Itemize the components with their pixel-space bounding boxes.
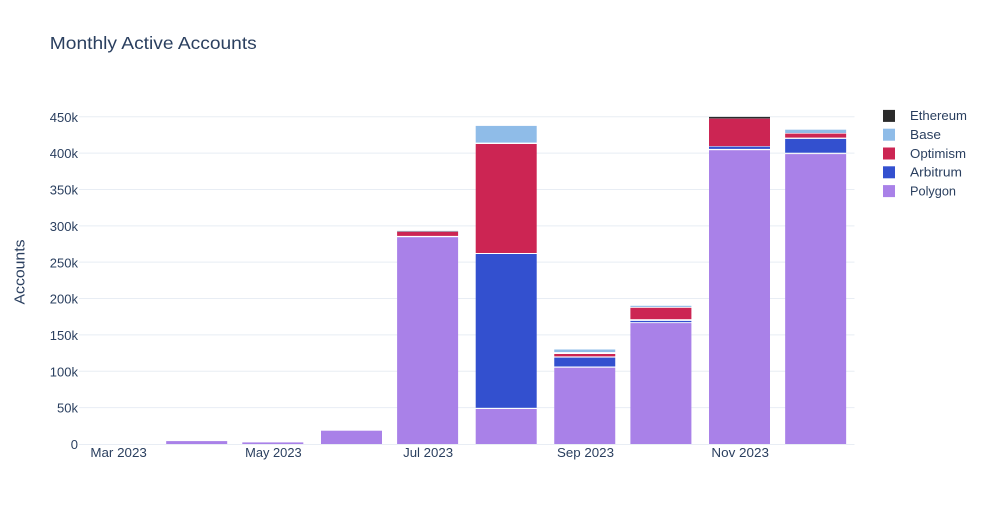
svg-text:400k: 400k [50, 146, 79, 161]
svg-text:450k: 450k [50, 110, 79, 125]
svg-text:Arbitrum: Arbitrum [910, 165, 962, 180]
svg-text:Ethereum: Ethereum [910, 108, 967, 123]
svg-text:150k: 150k [50, 328, 79, 343]
svg-text:50k: 50k [57, 401, 78, 416]
svg-text:May 2023: May 2023 [245, 445, 302, 460]
svg-text:Base: Base [910, 127, 941, 142]
svg-text:Monthly Active Accounts: Monthly Active Accounts [50, 33, 257, 53]
svg-text:Polygon: Polygon [910, 183, 956, 198]
svg-text:Accounts: Accounts [12, 240, 28, 305]
svg-text:Mar 2023: Mar 2023 [90, 445, 147, 460]
svg-text:Nov 2023: Nov 2023 [711, 445, 769, 460]
svg-text:Sep 2023: Sep 2023 [557, 445, 614, 460]
svg-text:200k: 200k [50, 292, 79, 307]
svg-text:100k: 100k [50, 364, 79, 379]
svg-text:Jul 2023: Jul 2023 [403, 445, 453, 460]
svg-text:250k: 250k [50, 255, 79, 270]
svg-text:0: 0 [71, 437, 78, 452]
svg-text:300k: 300k [50, 219, 79, 234]
svg-text:350k: 350k [50, 183, 79, 198]
svg-text:Optimism: Optimism [910, 146, 966, 161]
